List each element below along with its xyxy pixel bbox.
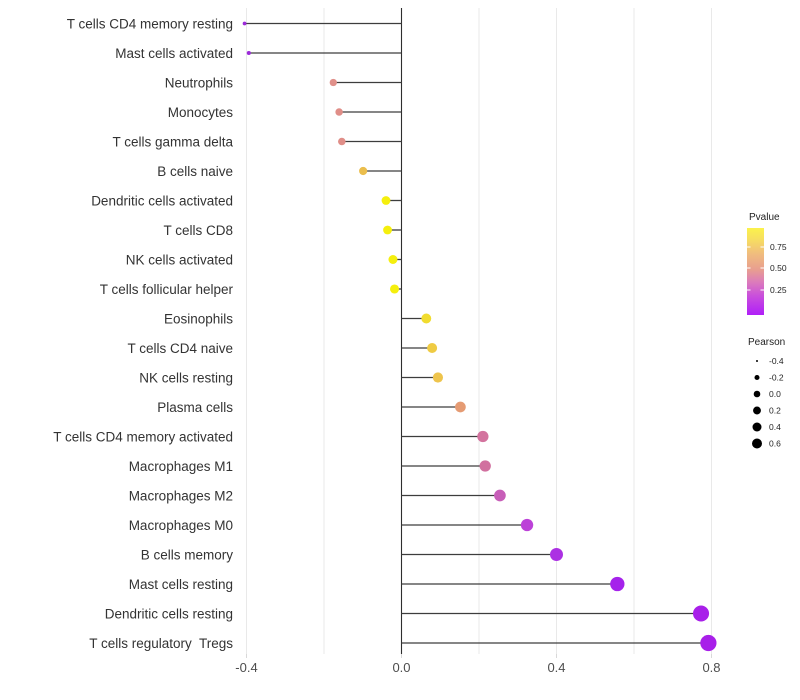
pvalue-tick-label-050: 0.50 xyxy=(770,263,787,273)
lollipop-dot xyxy=(338,137,346,146)
lollipop-dot xyxy=(359,166,368,176)
lollipop-dot xyxy=(335,108,343,116)
pearson-legend-label: -0.4 xyxy=(769,356,784,366)
pvalue-legend-title: Pvalue xyxy=(749,212,780,223)
pearson-legend-dot xyxy=(756,360,758,362)
pearson-legend-label: 0.0 xyxy=(769,389,781,399)
row-label: T cells CD4 naive xyxy=(127,341,233,356)
pvalue-legend: Pvalue 0.75 0.50 0.25 xyxy=(747,212,787,315)
pearson-legend-label: -0.2 xyxy=(769,373,784,383)
row-label: Eosinophils xyxy=(164,311,233,326)
lollipop-dot xyxy=(388,255,398,264)
row-label: Dendritic cells resting xyxy=(105,606,233,621)
pearson-legend-label: 0.4 xyxy=(769,422,781,432)
lollipop-dot xyxy=(455,401,466,413)
row-label: Macrophages M0 xyxy=(129,518,233,533)
lollipop-dot xyxy=(329,78,337,87)
pearson-legend-label: 0.6 xyxy=(769,439,781,449)
pearson-legend-dot xyxy=(753,390,761,398)
lollipop-dot xyxy=(479,460,491,472)
gridlines xyxy=(246,8,712,654)
pvalue-tick-label-025: 0.25 xyxy=(770,285,787,295)
lollipop-dot xyxy=(520,518,534,532)
pvalue-colorbar xyxy=(747,228,764,315)
row-label: T cells CD8 xyxy=(163,223,233,238)
pearson-legend-title: Pearson xyxy=(748,337,785,348)
row-label: B cells memory xyxy=(141,547,234,562)
pvalue-colorbar-ticks xyxy=(747,246,764,291)
row-label: T cells regulatory Tregs xyxy=(89,636,233,651)
pvalue-tick-label-075: 0.75 xyxy=(770,242,787,252)
pearson-legend-items: -0.4 -0.2 0.0 0.2 0.4 0.6 xyxy=(752,356,784,449)
lollipop-dot xyxy=(477,430,489,443)
lollipop-dot xyxy=(494,489,506,502)
row-label: T cells CD4 memory resting xyxy=(67,16,233,31)
row-label: Neutrophils xyxy=(165,75,234,90)
lollipop-dot xyxy=(427,342,438,354)
row-label: Plasma cells xyxy=(157,400,233,415)
row-label: T cells gamma delta xyxy=(112,134,233,149)
row-label: B cells naive xyxy=(157,164,233,179)
row-label: NK cells activated xyxy=(126,252,233,267)
lollipop-dot xyxy=(390,284,400,294)
lollipop-dot xyxy=(700,634,717,652)
pearson-legend-dot xyxy=(754,374,760,381)
row-label: Macrophages M1 xyxy=(129,459,233,474)
lollipop-dot xyxy=(432,372,444,383)
lollipop-dot xyxy=(610,576,625,592)
row-label: Mast cells resting xyxy=(129,577,233,592)
lollipop-dot xyxy=(693,605,710,622)
row-label: NK cells resting xyxy=(139,370,233,385)
lollipop-dot xyxy=(383,225,392,235)
lollipop-dot xyxy=(246,50,251,56)
x-axis: -0.4 0.0 0.4 0.8 xyxy=(235,654,721,675)
x-tick-label: 0.0 xyxy=(392,660,410,675)
row-label: Mast cells activated xyxy=(115,46,233,61)
row-label: Macrophages M2 xyxy=(129,488,233,503)
lollipop-dot xyxy=(421,313,432,324)
pearson-legend: Pearson -0.4 -0.2 0.0 0.2 0.4 0.6 xyxy=(748,337,785,449)
lollipop-dot xyxy=(242,21,247,26)
x-tick-label: -0.4 xyxy=(235,660,257,675)
row-label: T cells CD4 memory activated xyxy=(53,429,233,444)
lollipop-rows: T cells CD4 memory resting Mast cells act… xyxy=(53,16,717,652)
row-label: Dendritic cells activated xyxy=(91,193,233,208)
pearson-legend-dot xyxy=(752,422,762,432)
row-label: Monocytes xyxy=(168,105,234,120)
pearson-legend-dot xyxy=(752,438,762,449)
pearson-legend-label: 0.2 xyxy=(769,406,781,416)
lollipop-dot xyxy=(381,196,391,205)
x-tick-label: 0.8 xyxy=(702,660,720,675)
pearson-legend-dot xyxy=(753,406,761,415)
row-label: T cells follicular helper xyxy=(100,282,234,297)
x-tick-label: 0.4 xyxy=(547,660,565,675)
lollipop-dot xyxy=(550,548,563,561)
